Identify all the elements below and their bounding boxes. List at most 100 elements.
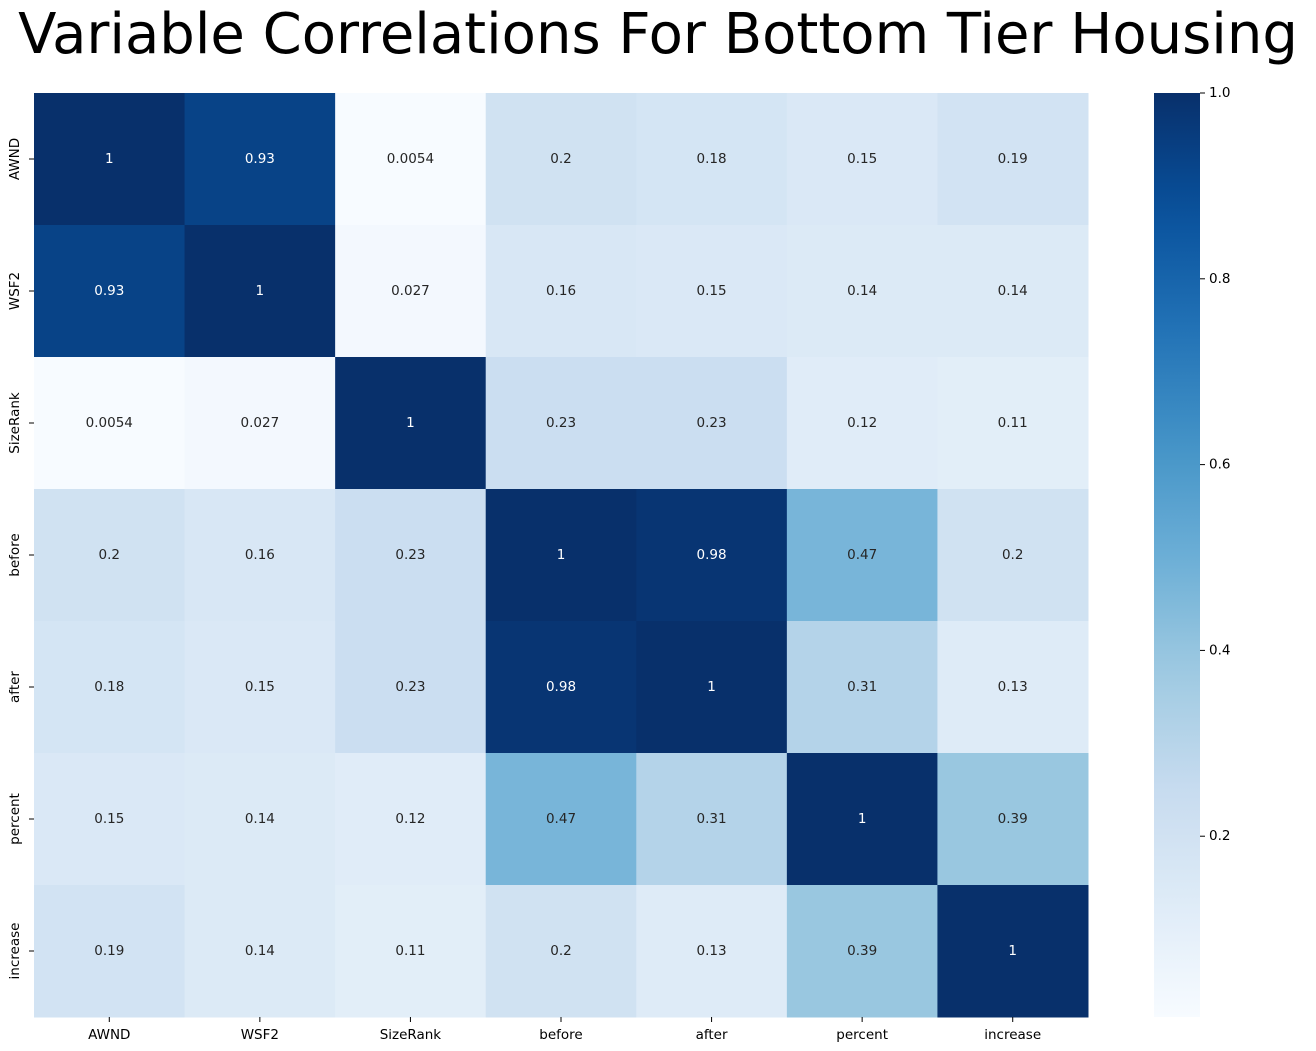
heatmap-cell bbox=[485, 885, 637, 1018]
heatmap-cell bbox=[636, 885, 788, 1018]
y-axis: AWND WSF2 SizeRank before after percent increa… bbox=[7, 138, 34, 980]
x-tick-label: after bbox=[696, 1027, 728, 1043]
cell-value-label: 0.93 bbox=[245, 151, 275, 167]
cell-value-label: 0.2 bbox=[550, 151, 571, 167]
cell-value-label: 0.18 bbox=[94, 679, 124, 695]
heatmap-cell bbox=[485, 357, 637, 490]
cell-value-label: 0.23 bbox=[395, 547, 425, 563]
cell-value-label: 0.19 bbox=[94, 943, 124, 959]
cell-value-label: 0.16 bbox=[546, 283, 576, 299]
heatmap-cell bbox=[335, 753, 487, 886]
cell-value-label: 0.31 bbox=[697, 811, 727, 827]
cell-value-label: 1 bbox=[256, 283, 265, 299]
heatmap-cell bbox=[636, 93, 788, 226]
heatmap-cell bbox=[34, 357, 186, 490]
heatmap-cell bbox=[485, 225, 637, 358]
y-tick-label: AWND bbox=[7, 138, 23, 180]
heatmap-cell bbox=[34, 93, 186, 226]
cell-value-label: 0.15 bbox=[245, 679, 275, 695]
cell-value-label: 0.14 bbox=[998, 283, 1028, 299]
cell-value-label: 0.39 bbox=[847, 943, 877, 959]
heatmap-cell bbox=[937, 489, 1089, 622]
cell-value-label: 1 bbox=[1008, 943, 1017, 959]
cell-value-label: 0.98 bbox=[697, 547, 727, 563]
cell-value-label: 0.93 bbox=[94, 283, 124, 299]
cell-value-label: 0.23 bbox=[395, 679, 425, 695]
heatmap-cell bbox=[184, 621, 336, 754]
heatmap-cell bbox=[34, 621, 186, 754]
cell-annotations: 1 0.93 0.0054 0.2 0.18 0.15 0.19 0.93 1 0.027 0.16… bbox=[86, 151, 1028, 959]
heatmap-cell bbox=[937, 93, 1089, 226]
cell-value-label: 0.15 bbox=[94, 811, 124, 827]
y-tick-label: increase bbox=[7, 923, 23, 980]
heatmap-cell bbox=[636, 621, 788, 754]
cell-value-label: 0.11 bbox=[998, 415, 1028, 431]
heatmap-cells bbox=[34, 93, 1089, 1018]
heatmap-cell bbox=[335, 621, 487, 754]
cell-value-label: 0.0054 bbox=[387, 151, 434, 167]
x-tick-label: percent bbox=[836, 1027, 888, 1043]
cell-value-label: 0.19 bbox=[998, 151, 1028, 167]
heatmap-cell bbox=[335, 357, 487, 490]
heatmap-cell bbox=[937, 357, 1089, 490]
cell-value-label: 0.11 bbox=[395, 943, 425, 959]
heatmap-cell bbox=[786, 93, 938, 226]
cell-value-label: 1 bbox=[406, 415, 415, 431]
heatmap-cell bbox=[335, 225, 487, 358]
colorbar-tick-label: 0.6 bbox=[1209, 457, 1230, 473]
heatmap-cell bbox=[184, 93, 336, 226]
heatmap-cell bbox=[937, 885, 1089, 1018]
colorbar-gradient bbox=[1154, 93, 1200, 1017]
heatmap-cell bbox=[485, 93, 637, 226]
heatmap-cell bbox=[335, 93, 487, 226]
heatmap-cell bbox=[786, 225, 938, 358]
heatmap-cell bbox=[184, 225, 336, 358]
cell-value-label: 0.15 bbox=[847, 151, 877, 167]
cell-value-label: 0.16 bbox=[245, 547, 275, 563]
heatmap-cell bbox=[485, 489, 637, 622]
x-tick-label: increase bbox=[984, 1027, 1041, 1043]
heatmap-cell bbox=[335, 885, 487, 1018]
cell-value-label: 0.12 bbox=[395, 811, 425, 827]
heatmap-cell bbox=[34, 753, 186, 886]
x-axis: AWND WSF2 SizeRank before after percent increa… bbox=[88, 1017, 1041, 1043]
heatmap-cell bbox=[786, 753, 938, 886]
cell-value-label: 0.14 bbox=[847, 283, 877, 299]
cell-value-label: 0.47 bbox=[847, 547, 877, 563]
heatmap-cell bbox=[335, 489, 487, 622]
heatmap-cell bbox=[184, 885, 336, 1018]
cell-value-label: 0.2 bbox=[550, 943, 571, 959]
colorbar-tick-label: 0.8 bbox=[1209, 271, 1230, 287]
heatmap-cell bbox=[786, 885, 938, 1018]
x-tick-label: before bbox=[539, 1027, 582, 1043]
cell-value-label: 0.14 bbox=[245, 943, 275, 959]
heatmap-cell bbox=[636, 225, 788, 358]
y-tick-label: before bbox=[7, 533, 23, 576]
heatmap-cell bbox=[786, 489, 938, 622]
colorbar-tick-label: 1.0 bbox=[1209, 85, 1230, 101]
cell-value-label: 0.15 bbox=[697, 283, 727, 299]
heatmap-cell bbox=[184, 753, 336, 886]
cell-value-label: 0.18 bbox=[697, 151, 727, 167]
cell-value-label: 0.2 bbox=[1002, 547, 1023, 563]
x-tick-label: SizeRank bbox=[380, 1027, 442, 1043]
heatmap-cell bbox=[184, 357, 336, 490]
cell-value-label: 1 bbox=[557, 547, 566, 563]
heatmap-cell bbox=[34, 489, 186, 622]
cell-value-label: 0.13 bbox=[998, 679, 1028, 695]
heatmap-cell bbox=[937, 225, 1089, 358]
cell-value-label: 0.12 bbox=[847, 415, 877, 431]
y-tick-label: percent bbox=[7, 793, 23, 845]
cell-value-label: 0.23 bbox=[697, 415, 727, 431]
heatmap-cell bbox=[786, 621, 938, 754]
heatmap-cell bbox=[937, 753, 1089, 886]
cell-value-label: 1 bbox=[707, 679, 716, 695]
heatmap-cell bbox=[184, 489, 336, 622]
heatmap-cell bbox=[34, 225, 186, 358]
x-tick-label: WSF2 bbox=[241, 1027, 279, 1043]
colorbar-tick-label: 0.4 bbox=[1209, 642, 1230, 658]
cell-value-label: 0.027 bbox=[241, 415, 280, 431]
cell-value-label: 1 bbox=[105, 151, 114, 167]
cell-value-label: 0.14 bbox=[245, 811, 275, 827]
cell-value-label: 0.39 bbox=[998, 811, 1028, 827]
